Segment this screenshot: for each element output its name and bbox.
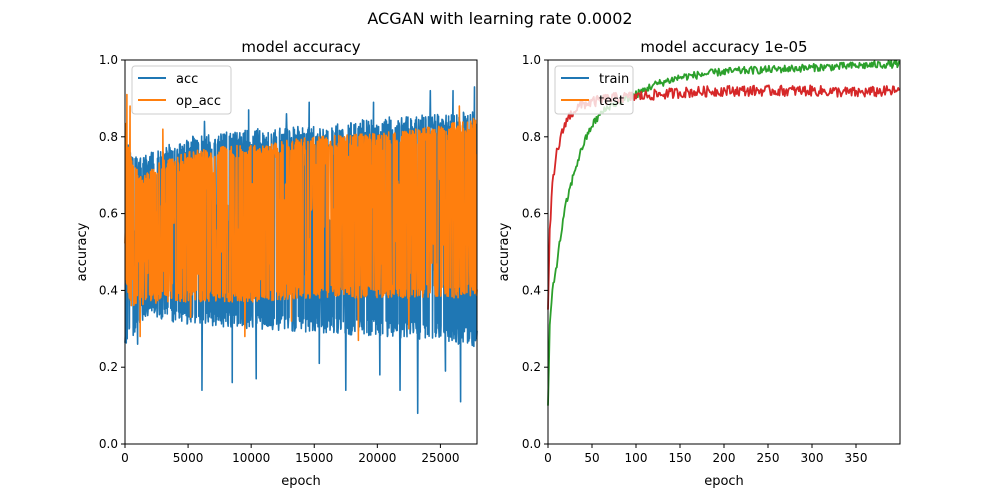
legend-label-test: test [599,94,624,109]
left-axes-frame [124,59,478,445]
left-subplot-title: model accuracy [241,38,360,56]
x-tick-label: 250 [757,451,780,465]
right-y-axis-label: accuracy [497,222,512,281]
series-line-op-acc [124,93,478,342]
y-tick-label: 1.0 [99,53,118,67]
right-x-axis-label: epoch [704,474,744,489]
x-tick-label: 100 [625,451,648,465]
x-tick-label: 150 [669,451,692,465]
left-legend: acc op_acc [131,65,232,115]
x-tick-label: 300 [801,451,824,465]
y-tick-label: 0.4 [522,283,541,297]
right-tick-layer: 0 50 100 150 200 250 300 350 0.0 0.2 0.4 0.6 0.8 1.0 [522,53,868,465]
x-tick-label: 50 [584,451,599,465]
legend-label-train: train [599,72,629,87]
legend-label-op-acc: op_acc [176,94,221,109]
x-tick-label: 0 [121,451,129,465]
y-tick-label: 0.4 [99,283,118,297]
y-tick-label: 0.0 [522,437,541,451]
y-tick-label: 0.6 [522,207,541,221]
legend-label-acc: acc [176,72,198,87]
left-x-axis-label: epoch [281,474,321,489]
y-tick-label: 0.8 [522,130,541,144]
y-tick-label: 1.0 [522,53,541,67]
x-tick-label: 350 [845,451,868,465]
right-subplot-title: model accuracy 1e-05 [640,38,807,56]
right-legend: train test [554,65,634,115]
left-series-layer [124,86,478,415]
x-tick-label: 25000 [421,451,459,465]
y-tick-label: 0.8 [99,130,118,144]
right-axes-frame [547,59,901,445]
x-tick-label: 20000 [358,451,396,465]
left-y-axis-label: accuracy [75,222,90,281]
y-tick-label: 0.6 [99,207,118,221]
y-tick-label: 0.2 [99,360,118,374]
x-tick-label: 15000 [295,451,333,465]
left-tick-layer: 0 5000 10000 15000 20000 25000 0.0 0.2 0.4 0.6 0.8… [99,53,460,465]
x-tick-label: 10000 [232,451,270,465]
x-tick-label: 5000 [173,451,204,465]
left-subplot: model accuracy epoch accuracy 0 5000 10000… [75,38,478,489]
y-tick-label: 0.0 [99,437,118,451]
x-tick-label: 0 [544,451,552,465]
right-subplot: model accuracy 1e-05 epoch accuracy 0 50 1… [497,38,901,489]
figure-title: ACGAN with learning rate 0.0002 [367,9,632,28]
x-tick-label: 200 [713,451,736,465]
y-tick-label: 0.2 [522,360,541,374]
